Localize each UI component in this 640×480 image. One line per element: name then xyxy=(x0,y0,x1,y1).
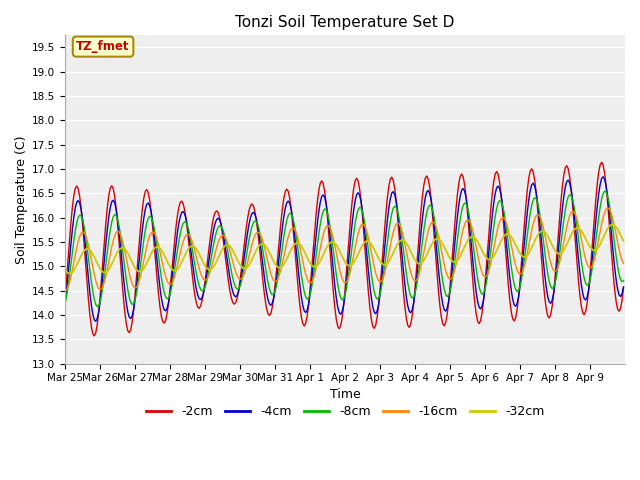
-16cm xyxy=(543,239,550,245)
-32cm xyxy=(61,267,69,273)
-16cm xyxy=(617,253,625,259)
-32cm xyxy=(82,247,90,252)
-16cm xyxy=(349,259,356,265)
Text: TZ_fmet: TZ_fmet xyxy=(76,40,130,53)
-4cm xyxy=(599,174,607,180)
-8cm xyxy=(601,188,609,194)
Title: Tonzi Soil Temperature Set D: Tonzi Soil Temperature Set D xyxy=(236,15,455,30)
-2cm xyxy=(80,240,88,246)
-4cm xyxy=(80,229,88,235)
Line: -2cm: -2cm xyxy=(65,162,623,336)
-32cm xyxy=(620,238,627,244)
-2cm xyxy=(461,182,468,188)
Line: -16cm: -16cm xyxy=(65,208,623,291)
-8cm xyxy=(61,300,69,306)
-2cm xyxy=(350,185,358,191)
-16cm xyxy=(98,286,106,292)
-16cm xyxy=(61,288,69,294)
-16cm xyxy=(80,230,88,236)
-2cm xyxy=(598,159,605,165)
-16cm xyxy=(460,227,467,232)
-2cm xyxy=(618,297,626,303)
-2cm xyxy=(99,256,107,262)
-16cm xyxy=(620,261,627,266)
-8cm xyxy=(80,224,88,229)
-32cm xyxy=(461,244,468,250)
-32cm xyxy=(66,271,74,276)
-2cm xyxy=(620,285,627,290)
-4cm xyxy=(620,284,627,290)
-4cm xyxy=(618,291,626,297)
-2cm xyxy=(61,295,69,300)
-4cm xyxy=(99,271,107,277)
-8cm xyxy=(618,279,626,285)
-32cm xyxy=(618,235,626,241)
Y-axis label: Soil Temperature (C): Soil Temperature (C) xyxy=(15,135,28,264)
-4cm xyxy=(350,206,358,212)
-32cm xyxy=(608,222,616,228)
Line: -32cm: -32cm xyxy=(65,225,623,274)
-8cm xyxy=(544,271,552,276)
-32cm xyxy=(544,233,552,239)
Line: -8cm: -8cm xyxy=(65,191,623,307)
-4cm xyxy=(92,318,100,324)
-4cm xyxy=(61,300,69,306)
X-axis label: Time: Time xyxy=(330,388,360,401)
-8cm xyxy=(93,304,101,310)
-2cm xyxy=(544,313,552,319)
-32cm xyxy=(350,260,358,265)
-8cm xyxy=(620,278,627,284)
-8cm xyxy=(461,200,468,206)
Legend: -2cm, -4cm, -8cm, -16cm, -32cm: -2cm, -4cm, -8cm, -16cm, -32cm xyxy=(141,400,549,423)
-2cm xyxy=(90,333,98,339)
-4cm xyxy=(544,294,552,300)
-32cm xyxy=(99,269,107,275)
Line: -4cm: -4cm xyxy=(65,177,623,321)
-16cm xyxy=(604,205,611,211)
-4cm xyxy=(461,188,468,194)
-8cm xyxy=(99,283,107,288)
-8cm xyxy=(350,230,358,236)
